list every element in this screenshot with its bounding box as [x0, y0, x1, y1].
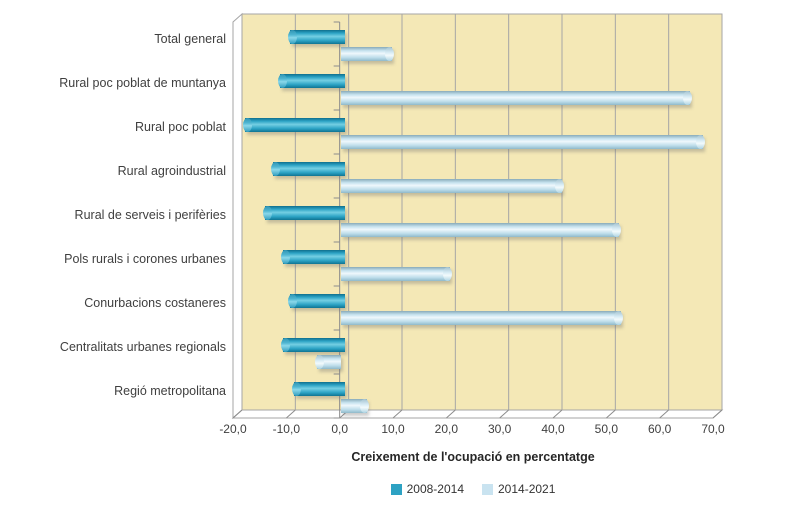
bar-cap [278, 74, 288, 88]
category-label: Rural poc poblat [134, 120, 226, 134]
x-tick-label: 70,0 [701, 422, 725, 436]
bar-2014-2021-Rural poc poblat de muntanya [340, 91, 692, 105]
x-tick-label: -10,0 [272, 422, 300, 436]
bar-2014-2021-Centralitats urbanes regionals [314, 355, 341, 369]
bar-cap [263, 206, 273, 220]
legend-swatch [482, 483, 493, 495]
x-axis-tick [446, 409, 456, 419]
bar-cap [554, 179, 564, 193]
bar-cap [280, 250, 290, 264]
bar-cap [271, 162, 281, 176]
bar-2008-2014-Rural poc poblat [242, 118, 346, 132]
legend: 2008-2014 2014-2021 [233, 482, 713, 496]
category-label: Rural poc poblat de muntanya [59, 76, 226, 90]
x-tick-label: 20,0 [434, 422, 458, 436]
x-axis-tick [606, 409, 616, 419]
x-axis-tick [392, 409, 403, 419]
bar-2008-2014-Total general [288, 30, 346, 44]
x-tick-label: 30,0 [487, 422, 512, 436]
category-label: Centralitats urbanes regionals [59, 340, 226, 354]
bar-cap [385, 47, 395, 61]
bar-2008-2014-Rural de serveis i perifèries [263, 206, 346, 220]
category-label: Pols rurals i corones urbanes [64, 252, 226, 266]
bar-2014-2021-Rural poc poblat [340, 135, 706, 149]
bar-cap [360, 399, 370, 413]
x-tick-label: 60,0 [647, 422, 672, 436]
bar-2014-2021-Rural de serveis i perifèries [340, 223, 622, 237]
bar-2014-2021-Conurbacions costaneres [340, 311, 623, 325]
bar-2014-2021-Regió metropolitana [340, 399, 370, 413]
x-axis-tick [286, 409, 296, 419]
category-label: Rural agroindustrial [117, 164, 226, 178]
x-axis-tick [499, 409, 509, 419]
legend-label: 2014-2021 [498, 482, 556, 496]
category-label: Total general [154, 32, 226, 46]
bar-2014-2021-Pols rurals i corones urbanes [340, 267, 452, 281]
bar-2008-2014-Conurbacions costaneres [288, 294, 346, 308]
bar-cap [288, 30, 298, 44]
bar-cap [280, 338, 290, 352]
legend-label: 2008-2014 [406, 482, 464, 496]
bar-cap [442, 267, 452, 281]
bar-cap [682, 91, 692, 105]
bar-2008-2014-Rural agroindustrial [271, 162, 346, 176]
bar-cap [288, 294, 298, 308]
bar-cap [613, 311, 623, 325]
x-tick-label: 10,0 [381, 422, 405, 436]
x-axis-tick [659, 409, 669, 419]
x-tick-label: 40,0 [541, 422, 565, 436]
bar-cap [696, 135, 706, 149]
bar-cap [314, 355, 324, 369]
bar-2008-2014-Pols rurals i corones urbanes [280, 250, 346, 264]
x-axis-tick [712, 409, 723, 419]
legend-swatch [390, 483, 402, 495]
bar-cap [242, 118, 252, 132]
bar-2008-2014-Centralitats urbanes regionals [280, 338, 346, 352]
x-tick-label: 50,0 [594, 422, 618, 436]
legend-item: 2014-2021 [482, 482, 555, 496]
x-axis-tick [552, 409, 563, 419]
bar-cap [612, 223, 622, 237]
x-tick-label: -20,0 [219, 422, 247, 436]
x-tick-label: 0,0 [331, 422, 348, 436]
x-axis-tick [232, 409, 243, 419]
bar-2008-2014-Regió metropolitana [291, 382, 346, 396]
category-label: Conurbacions costaneres [84, 296, 226, 310]
bar-2014-2021-Total general [340, 47, 395, 61]
category-label: Regió metropolitana [114, 384, 226, 398]
category-label: Rural de serveis i perifèries [74, 208, 226, 222]
bar-2008-2014-Rural poc poblat de muntanya [278, 74, 346, 88]
x-axis-title: Creixement de l'ocupació en percentatge [351, 450, 595, 464]
legend-item: 2008-2014 [390, 482, 464, 496]
bar-2014-2021-Rural agroindustrial [340, 179, 564, 193]
bar-cap [291, 382, 301, 396]
